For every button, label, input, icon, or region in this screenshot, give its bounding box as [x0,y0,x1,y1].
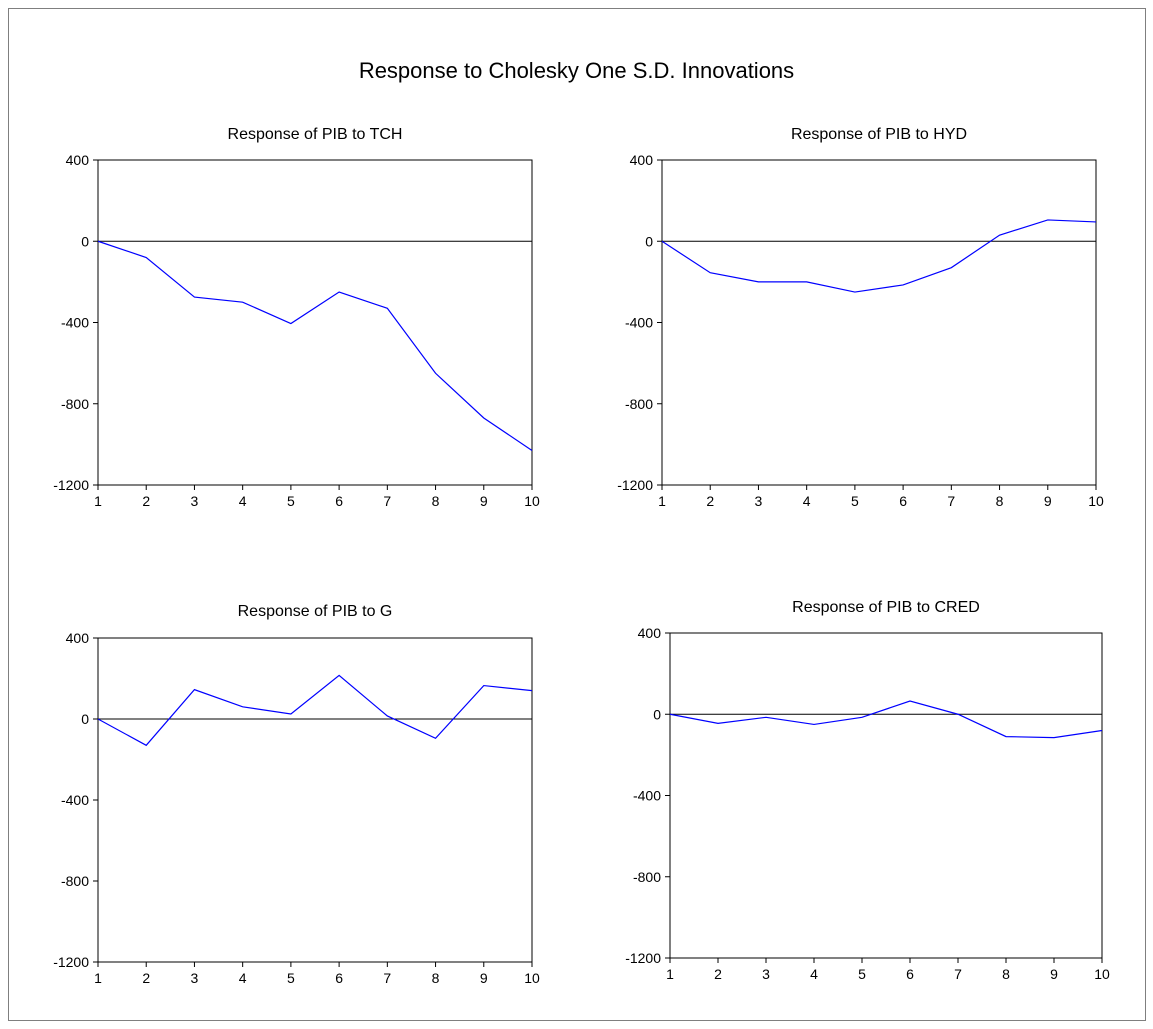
x-tick-label: 3 [762,966,770,982]
x-tick-label: 1 [658,493,666,509]
x-tick-label: 3 [191,970,199,986]
x-tick-label: 4 [239,970,247,986]
plot-area [97,159,533,486]
x-tick-label: 4 [239,493,247,509]
x-tick-label: 5 [851,493,859,509]
x-tick-label: 6 [899,493,907,509]
x-tick-label: 2 [706,493,714,509]
x-tick-label: 10 [1088,493,1104,509]
chart-title: Response of PIB to HYD [791,126,967,143]
y-tick-label: 400 [630,152,654,168]
chart-title: Response of PIB to G [238,603,393,620]
plot-area [97,637,533,963]
plot-area [661,159,1097,486]
x-tick-label: 5 [858,966,866,982]
chart-panel-3: Response of PIB to G 400 0 -400 -800 -1200 1 2 3… [53,603,540,986]
x-tick-label: 8 [432,493,440,509]
y-tick-label: 0 [81,233,89,249]
plot-area [669,632,1103,959]
x-tick-label: 2 [142,970,150,986]
x-tick-label: 8 [432,970,440,986]
x-tick-label: 5 [287,493,295,509]
y-tick-label: -800 [61,873,89,889]
y-tick-label: 0 [645,233,653,249]
x-tick-label: 7 [383,970,391,986]
y-tick-label: -800 [625,396,653,412]
chart-title: Response of PIB to TCH [228,126,403,143]
y-tick-label: 400 [66,630,90,646]
y-tick-label: -1200 [53,954,89,970]
chart-panel-1: Response of PIB to TCH 400 0 -400 -800 -1200 1… [53,126,540,509]
x-tick-label: 4 [803,493,811,509]
y-tick-label: -1200 [617,477,653,493]
x-tick-label: 9 [1050,966,1058,982]
y-tick-label: -400 [61,792,89,808]
x-tick-label: 3 [755,493,763,509]
x-tick-label: 1 [94,493,102,509]
y-tick-label: 0 [653,706,661,722]
x-tick-label: 5 [287,970,295,986]
series-line [669,700,1103,739]
x-tick-label: 8 [1002,966,1010,982]
x-tick-label: 7 [954,966,962,982]
x-tick-label: 9 [1044,493,1052,509]
y-tick-label: -400 [61,315,89,331]
y-tick-label: -800 [633,869,661,885]
x-tick-label: 6 [906,966,914,982]
x-tick-label: 3 [191,493,199,509]
chart-panel-2: Response of PIB to HYD 400 0 -400 -800 -1200 1… [617,126,1104,509]
series-line [97,674,533,747]
x-tick-label: 2 [142,493,150,509]
x-tick-label: 6 [335,493,343,509]
figure-title: Response to Cholesky One S.D. Innovation… [358,58,795,83]
y-tick-label: -800 [61,396,89,412]
x-tick-label: 6 [335,970,343,986]
chart-panel-4: Response of PIB to CRED 400 0 -400 -800 -1200… [625,599,1110,982]
x-tick-label: 9 [480,493,488,509]
x-tick-label: 1 [94,970,102,986]
y-tick-label: -1200 [53,477,89,493]
x-tick-label: 1 [666,966,674,982]
x-tick-label: 4 [810,966,818,982]
x-tick-label: 2 [714,966,722,982]
series-line [97,240,533,451]
x-tick-label: 7 [383,493,391,509]
x-tick-label: 9 [480,970,488,986]
y-tick-label: -400 [625,315,653,331]
y-tick-label: 400 [66,152,90,168]
y-tick-label: -1200 [625,950,661,966]
y-tick-label: 400 [638,625,662,641]
y-tick-label: 0 [81,711,89,727]
x-tick-label: 10 [524,493,540,509]
x-tick-label: 10 [1094,966,1110,982]
x-tick-label: 10 [524,970,540,986]
x-tick-label: 8 [996,493,1004,509]
figure-frame [8,8,1146,1021]
series-line [661,219,1097,293]
chart-title: Response of PIB to CRED [792,599,980,616]
y-tick-label: -400 [633,788,661,804]
x-tick-label: 7 [947,493,955,509]
